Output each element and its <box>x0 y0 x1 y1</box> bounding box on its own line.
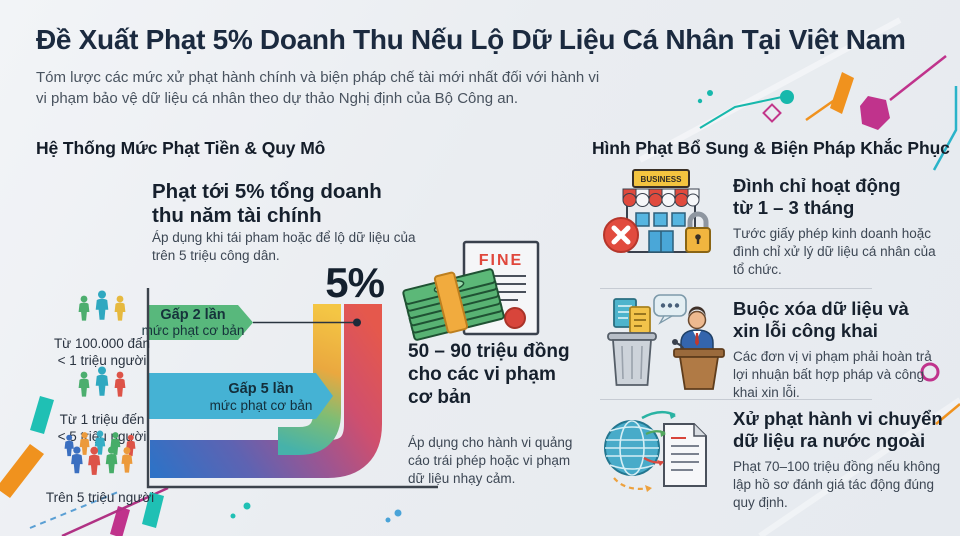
ribbon-2x-line1: Gấp 2 lần <box>160 307 225 323</box>
connector-dot <box>353 318 361 327</box>
money-band <box>433 271 469 334</box>
fine-scale-chart: Gấp 2 lần mức phạt cơ bản Gấp 5 lần mức … <box>142 259 438 489</box>
ribbon-label-2x <box>148 305 253 340</box>
page-subtitle: Tóm lược các mức xử phạt hành chính và b… <box>36 69 600 107</box>
ribbon-label-5x <box>148 373 333 419</box>
basic-fine-note: Áp dụng cho hành vi quảng cáo trái phép … <box>408 435 573 486</box>
people-group-small-icon <box>78 290 126 321</box>
divider <box>600 288 872 289</box>
inner-ribbon <box>278 304 341 455</box>
outer-ribbon <box>150 304 382 478</box>
group-large: Trên 5 triệu người <box>38 428 162 506</box>
fine-note: Áp dụng khi tái pham hoặc để lộ dữ liệu … <box>152 230 416 263</box>
money-stack <box>402 268 505 341</box>
max-percent-label: 5% <box>325 259 384 306</box>
ribbon-5x-line1: Gấp 5 lần <box>228 381 293 397</box>
section-header-fines: Hệ Thống Mức Phạt Tiền & Quy Mô <box>36 138 326 158</box>
delete-data-apology-icon <box>607 294 725 390</box>
group-large-label: Trên 5 triệu người <box>45 490 155 505</box>
people-crowd-icon <box>64 430 136 475</box>
section-header-additional-penalties: Hình Phạt Bổ Sung & Biện Pháp Khắc Phục <box>592 138 950 158</box>
podium-icon <box>678 356 720 390</box>
red-seal <box>504 307 526 329</box>
penalty-1-description: Tước giấy phép kinh doanh hoặc đình chỉ … <box>733 226 936 277</box>
store-awning <box>622 188 700 207</box>
divider <box>600 399 872 400</box>
store-suspended-icon: BUSINESS <box>603 169 711 253</box>
penalty-3-title: Xử phạt hành vi chuyển dữ liệu ra nước n… <box>733 408 943 451</box>
penalty-3-description: Phạt 70–100 triệu đồng nếu không lập hồ … <box>733 459 941 510</box>
group-small: Từ 100.000 đấn < 1 triệu người <box>40 282 164 370</box>
penalty-1-title: Đình chỉ hoạt động từ 1 – 3 tháng <box>733 175 901 218</box>
penalty-2-description: Các đơn vị vi phạm phải hoàn trả lợi nhu… <box>733 349 932 400</box>
page-title: Đề Xuất Phạt 5% Doanh Thu Nếu Lộ Dữ Liệu… <box>36 24 906 55</box>
ribbon-5x-line2: mức phạt cơ bản <box>210 398 313 413</box>
basic-fine-headline: 50 – 90 triệu đồng cho các vi phạm cơ bả… <box>408 341 570 409</box>
business-sign-label: BUSINESS <box>641 175 683 184</box>
group-small-label: Từ 100.000 đấn < 1 triệu người <box>53 336 151 369</box>
transfer-arrow-orange <box>613 477 651 490</box>
people-group-medium-icon <box>78 366 126 397</box>
ribbon-2x-line2: mức phạt cơ bản <box>142 323 245 338</box>
microphone-icon <box>672 339 678 345</box>
cross-border-transfer-icon <box>604 410 707 492</box>
fine-money-icon: FINE <box>402 240 540 341</box>
penalty-2-title: Buộc xóa dữ liệu và xin lỗi công khai <box>733 298 909 341</box>
speaker-head <box>687 310 707 330</box>
padlock-shackle <box>687 211 709 228</box>
fine-label: FINE <box>479 252 523 269</box>
fine-headline: Phạt tới 5% tổng doanh thu năm tài chính <box>152 180 382 227</box>
business-sign <box>632 169 690 188</box>
